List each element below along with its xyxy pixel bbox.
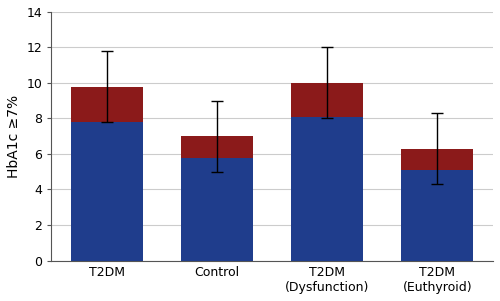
- Bar: [402, 170, 473, 260]
- Bar: [72, 122, 143, 260]
- Bar: [72, 86, 143, 122]
- Bar: [182, 157, 253, 260]
- Bar: [402, 149, 473, 170]
- Y-axis label: HbA1c ≥7%: HbA1c ≥7%: [7, 95, 21, 178]
- Bar: [292, 117, 363, 260]
- Bar: [182, 136, 253, 157]
- Bar: [292, 83, 363, 117]
